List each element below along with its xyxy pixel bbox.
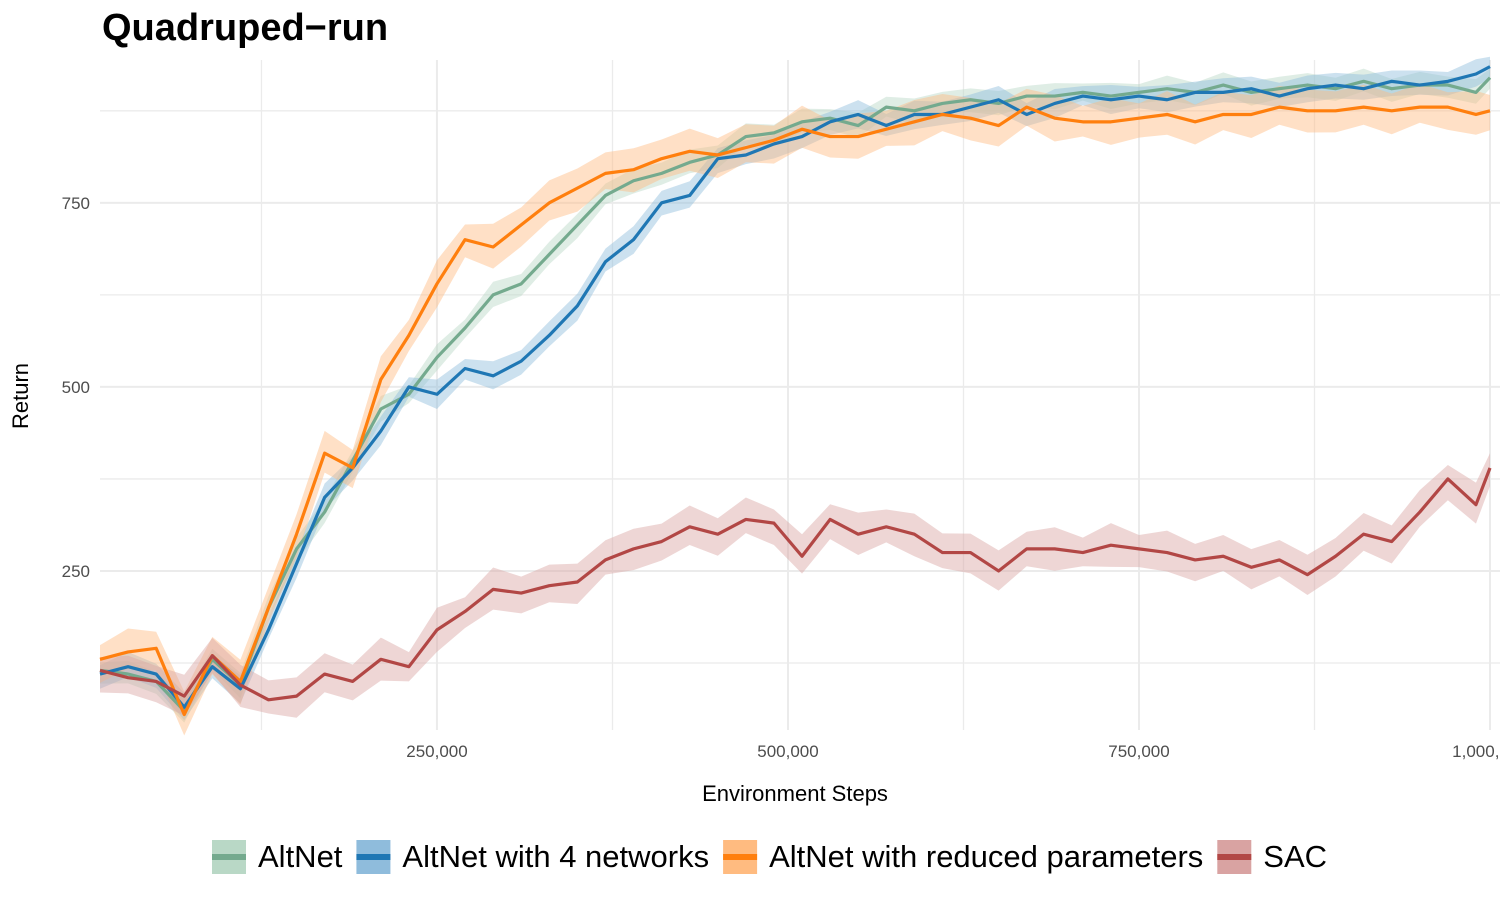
y-axis-label: Return xyxy=(8,363,33,429)
series-line xyxy=(99,76,1492,713)
confidence-band xyxy=(100,56,1490,721)
legend-swatch-line xyxy=(1217,854,1252,860)
confidence-band xyxy=(100,453,1490,718)
legend: AltNet AltNet with 4 networks AltNet with … xyxy=(212,839,1327,874)
series-line xyxy=(99,105,1491,717)
chart-title: Quadruped−run xyxy=(102,7,388,49)
legend-label: SAC xyxy=(1263,839,1327,874)
legend-label: AltNet with 4 networks xyxy=(402,839,709,874)
tick-labels: 250 500 750 250,000 500,000 750,000 1,000,000 xyxy=(62,194,1500,761)
grid xyxy=(100,60,1500,730)
series-line xyxy=(99,467,1492,702)
legend-swatch-line xyxy=(723,854,758,860)
legend-swatch-line xyxy=(356,854,391,860)
legend-label: AltNet with reduced parameters xyxy=(769,839,1203,874)
y-tick-label: 250 xyxy=(62,562,90,581)
x-axis-label: Environment Steps xyxy=(702,781,888,806)
x-tick-label: 500,000 xyxy=(757,742,818,761)
x-tick-label: 250,000 xyxy=(406,742,467,761)
legend-label: AltNet xyxy=(258,839,343,874)
series-line xyxy=(99,65,1491,709)
series-lines xyxy=(99,65,1492,717)
x-tick-label: 1,000,000 xyxy=(1452,742,1500,761)
y-tick-label: 750 xyxy=(62,194,90,213)
y-tick-label: 500 xyxy=(62,378,90,397)
confidence-bands xyxy=(100,56,1490,736)
legend-swatch-line xyxy=(212,854,246,860)
x-tick-label: 750,000 xyxy=(1108,742,1169,761)
confidence-band xyxy=(100,83,1490,736)
confidence-band xyxy=(100,68,1490,723)
